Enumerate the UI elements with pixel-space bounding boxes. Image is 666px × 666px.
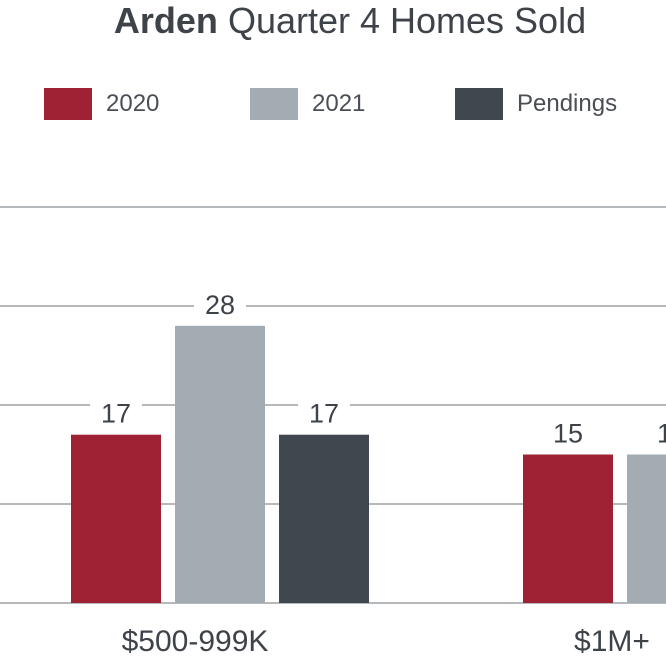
- data-label: 17: [309, 399, 339, 429]
- chart-title-bold: Arden: [113, 0, 218, 41]
- data-label: 15: [657, 419, 666, 449]
- chart-title-rest: Quarter 4 Homes Sold: [227, 0, 587, 41]
- bar-pendings-0: [279, 434, 369, 603]
- category-label: $500-999K: [122, 625, 269, 658]
- legend-label-2020: 2020: [106, 90, 160, 117]
- data-label: 28: [205, 290, 235, 320]
- category-label: $1M+: [574, 625, 650, 658]
- legend-label-pendings: Pendings: [517, 90, 618, 117]
- data-label: 15: [553, 419, 583, 449]
- legend-swatch-2021: [250, 88, 298, 120]
- legend-swatch-2020: [44, 88, 92, 120]
- bar-2020-0: [71, 434, 161, 603]
- legend-label-2021: 2021: [312, 90, 366, 117]
- bar-2021-1: [627, 454, 666, 603]
- data-label: 17: [101, 399, 131, 429]
- legend-swatch-pendings: [455, 88, 503, 120]
- bar-2020-1: [523, 454, 613, 603]
- bar-2021-0: [175, 325, 265, 603]
- chart-title: Arden Quarter 4 Homes Sold: [0, 0, 666, 42]
